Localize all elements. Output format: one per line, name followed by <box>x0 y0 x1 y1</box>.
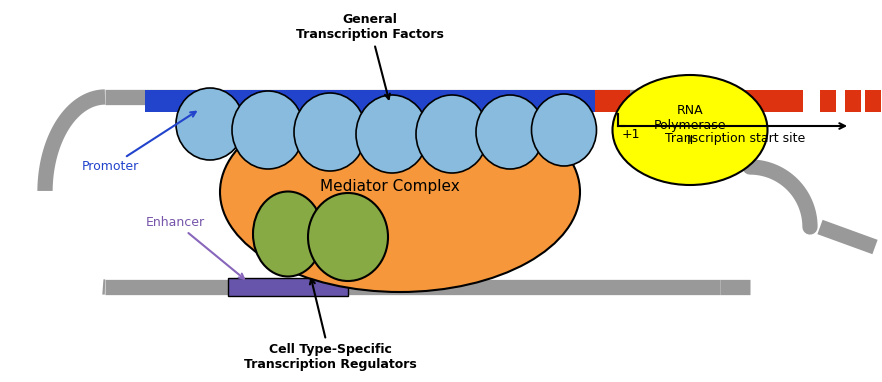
Ellipse shape <box>232 91 304 169</box>
Text: Cell Type-Specific
Transcription Regulators: Cell Type-Specific Transcription Regulat… <box>243 279 416 371</box>
Bar <box>865 90 881 112</box>
Text: RNA
Polymerase
II: RNA Polymerase II <box>654 104 726 147</box>
Bar <box>228 278 348 296</box>
Text: Enhancer: Enhancer <box>146 215 244 279</box>
Ellipse shape <box>253 191 323 277</box>
Text: Promoter: Promoter <box>81 112 196 173</box>
Text: Mediator Complex: Mediator Complex <box>320 180 460 194</box>
Bar <box>638 90 803 112</box>
Bar <box>820 90 836 112</box>
Text: +1: +1 <box>622 128 640 141</box>
Bar <box>845 90 861 112</box>
Ellipse shape <box>176 88 244 160</box>
Ellipse shape <box>220 92 580 292</box>
Ellipse shape <box>612 75 767 185</box>
Ellipse shape <box>532 94 596 166</box>
Ellipse shape <box>416 95 488 173</box>
Bar <box>145 90 595 112</box>
Bar <box>595 90 630 112</box>
Text: General
Transcription Factors: General Transcription Factors <box>296 13 444 99</box>
Ellipse shape <box>476 95 544 169</box>
Ellipse shape <box>308 193 388 281</box>
Text: Transcription start site: Transcription start site <box>665 132 805 145</box>
Ellipse shape <box>294 93 366 171</box>
Ellipse shape <box>356 95 428 173</box>
